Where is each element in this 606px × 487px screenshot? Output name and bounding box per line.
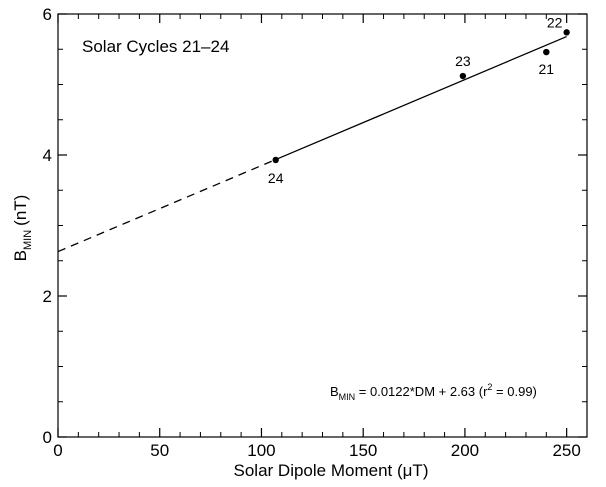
fit-equation: BMIN = 0.0122*DM + 2.63 (r2 = 0.99): [330, 382, 537, 402]
y-tick-label: 6: [43, 5, 52, 24]
y-axis-title: BMIN (nT): [11, 195, 34, 262]
fit-line: [275, 35, 567, 161]
x-tick-label: 150: [349, 441, 377, 460]
data-points: [272, 29, 570, 164]
y-tick-label: 4: [43, 146, 52, 165]
point-label-cycle-24: 24: [268, 170, 284, 186]
axis-ticks: [57, 13, 587, 438]
data-point-cycle-24: [272, 156, 279, 164]
y-tick-label: 0: [43, 428, 52, 447]
x-axis-title: Solar Dipole Moment (μT): [234, 461, 429, 480]
x-tick-label: 200: [451, 441, 479, 460]
data-point-cycle-22: [563, 29, 570, 36]
data-point-cycle-21: [543, 48, 550, 56]
y-axis-title-main: B: [11, 250, 30, 261]
x-tick-label: 50: [150, 441, 169, 460]
plot-frame: [57, 13, 588, 438]
x-tick-label: 100: [247, 441, 275, 460]
y-axis-title-sub: MIN: [22, 230, 34, 250]
point-label-cycle-22: 22: [547, 14, 563, 30]
fit-lines: [57, 35, 567, 253]
x-tick-label: 250: [552, 441, 580, 460]
fit-line-extrapolated: [57, 158, 276, 253]
chart-annotation-title: Solar Cycles 21–24: [82, 37, 229, 56]
point-labels: 21 22 23 24: [268, 14, 563, 186]
x-tick-label: 0: [53, 441, 62, 460]
point-label-cycle-23: 23: [455, 53, 471, 69]
y-axis-title-unit: (nT): [11, 195, 30, 226]
fit-equation-tail: = 0.99): [492, 384, 536, 399]
fit-equation-lhs-sub: MIN: [339, 392, 356, 402]
point-label-cycle-21: 21: [539, 61, 555, 77]
y-tick-label: 2: [43, 287, 52, 306]
fit-equation-sup: 2: [487, 382, 492, 392]
fit-equation-body: = 0.0122*DM + 2.63 (r: [355, 384, 488, 399]
fit-equation-lhs: B: [330, 384, 339, 399]
data-point-cycle-23: [459, 72, 467, 80]
